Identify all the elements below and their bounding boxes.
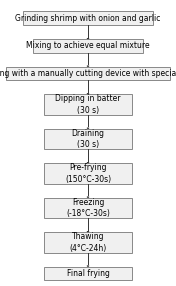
- FancyBboxPatch shape: [44, 129, 132, 149]
- Text: Pre-frying
(150°C-30s): Pre-frying (150°C-30s): [65, 163, 111, 184]
- Text: Final frying: Final frying: [67, 269, 109, 278]
- Text: Mixing to achieve equal mixture: Mixing to achieve equal mixture: [26, 41, 150, 50]
- Text: Grinding shrimp with onion and garlic: Grinding shrimp with onion and garlic: [15, 14, 161, 23]
- FancyBboxPatch shape: [44, 94, 132, 115]
- Text: Draining
(30 s): Draining (30 s): [71, 129, 105, 149]
- FancyBboxPatch shape: [6, 67, 170, 80]
- FancyBboxPatch shape: [44, 232, 132, 253]
- Text: Dipping in batter
(30 s): Dipping in batter (30 s): [55, 94, 121, 115]
- Text: Cutting with a manually cutting device with special size: Cutting with a manually cutting device w…: [0, 69, 176, 78]
- FancyBboxPatch shape: [44, 198, 132, 218]
- FancyBboxPatch shape: [44, 267, 132, 280]
- Text: Thawing
(4°C-24h): Thawing (4°C-24h): [69, 232, 107, 253]
- FancyBboxPatch shape: [44, 163, 132, 184]
- FancyBboxPatch shape: [33, 39, 143, 53]
- Text: Freezing
(-18°C-30s): Freezing (-18°C-30s): [66, 198, 110, 218]
- FancyBboxPatch shape: [23, 11, 153, 25]
